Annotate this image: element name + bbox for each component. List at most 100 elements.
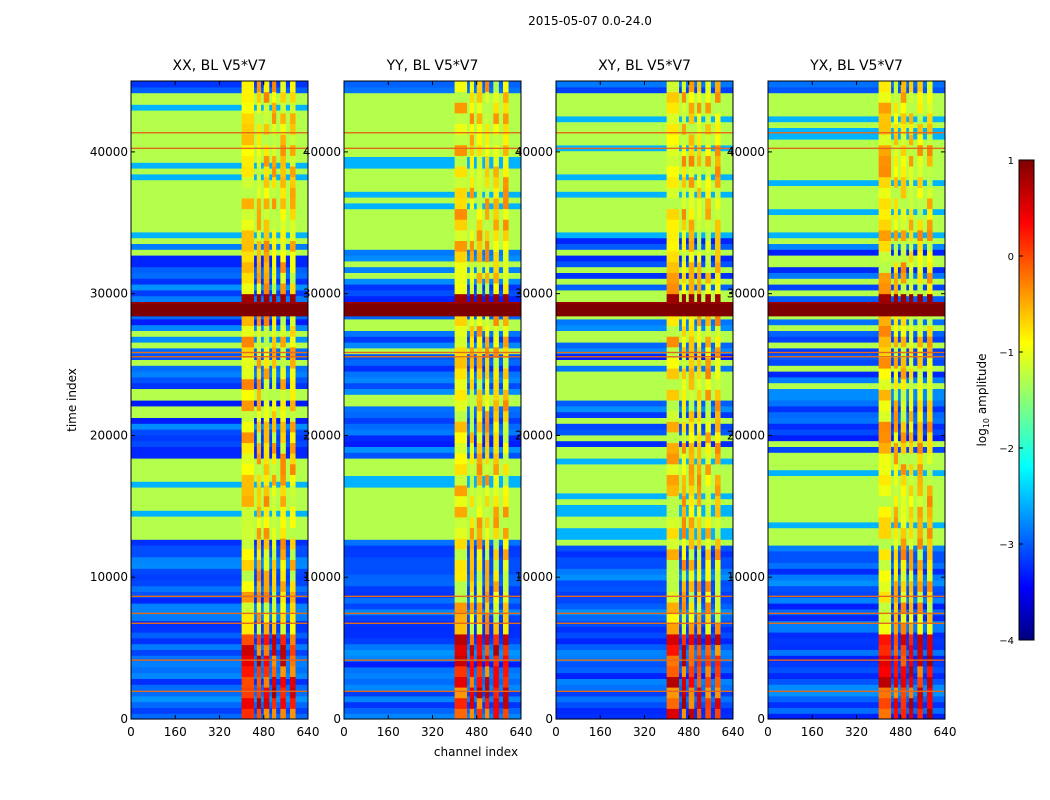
heatmap-row (131, 202, 308, 210)
heatmap-row (556, 197, 733, 204)
heatmap-row (556, 429, 733, 436)
rfi-cell (256, 431, 261, 444)
rfi-cell (272, 708, 277, 720)
rfi-cell (900, 665, 907, 677)
heatmap-row (768, 220, 945, 227)
rfi-cell (917, 240, 923, 252)
x-tick-label: 0 (552, 725, 560, 739)
rfi-cell (485, 697, 490, 709)
rfi-cell (469, 559, 474, 571)
rfi-cell (290, 229, 296, 241)
heatmap-row (768, 139, 945, 146)
rfi-cell (927, 134, 933, 146)
rfi-cell (900, 144, 907, 156)
rfi-cell (705, 336, 711, 348)
heatmap-row (344, 579, 521, 587)
rfi-cell (688, 421, 695, 433)
rfi-cell (666, 176, 680, 188)
rfi-cell (241, 229, 255, 241)
rfi-cell (280, 602, 286, 614)
rfi-cell (878, 197, 892, 210)
rfi-cell (893, 485, 898, 497)
heatmap-row (556, 550, 733, 558)
rfi-cell (697, 91, 702, 103)
rfi-cell (256, 325, 261, 337)
heatmap-row (556, 185, 733, 192)
heatmap-row (556, 655, 733, 662)
rfi-cell (503, 325, 509, 337)
rfi-cell (927, 176, 933, 188)
rfi-cell (476, 495, 483, 507)
heatmap-row (344, 173, 521, 181)
heatmap-row (556, 243, 733, 250)
rfi-cell (715, 91, 721, 103)
rfi-cell (681, 495, 686, 507)
rfi-cell (893, 570, 898, 582)
rfi-cell (290, 336, 296, 348)
rfi-cell (290, 644, 296, 656)
rfi-cell (280, 368, 286, 380)
heatmap-row (768, 266, 945, 273)
rfi-cell (893, 112, 898, 125)
heatmap-row (344, 533, 521, 540)
rfi-cell (900, 293, 907, 305)
heatmap-row (344, 550, 521, 558)
heatmap-row (768, 342, 945, 349)
rfi-cell (697, 506, 702, 518)
rfi-cell (469, 506, 474, 518)
rfi-cell (272, 389, 277, 401)
rfi-cell (503, 516, 509, 529)
heatmap-row (768, 637, 945, 645)
rfi-cell (469, 697, 474, 709)
rfi-cell (290, 623, 296, 635)
rfi-cell (476, 240, 483, 252)
rfi-cell (715, 261, 721, 273)
rfi-cell (705, 463, 711, 475)
rfi-line (131, 595, 308, 598)
rfi-cell (893, 368, 898, 380)
heatmap-row (556, 492, 733, 500)
rfi-cell (469, 644, 474, 656)
rfi-cell (681, 687, 686, 699)
heatmap-row (556, 115, 733, 123)
rfi-cell (485, 644, 490, 656)
rfi-cell (705, 176, 711, 188)
heatmap-row (768, 684, 945, 691)
rfi-cell (476, 559, 483, 571)
rfi-cell (681, 229, 686, 241)
rfi-cell (688, 453, 695, 465)
rfi-cell (476, 81, 483, 93)
rfi-cell (900, 357, 907, 369)
rfi-cell (503, 155, 509, 167)
rfi-cell (917, 516, 923, 529)
rfi-cell (485, 389, 490, 401)
rfi-cell (878, 400, 892, 412)
rfi-cell (697, 495, 702, 507)
heatmap-row (556, 533, 733, 540)
rfi-cell (893, 166, 898, 178)
rfi-cell (241, 123, 255, 135)
rfi-cell (893, 102, 898, 114)
rfi-cell (485, 357, 490, 369)
rfi-cell (688, 229, 695, 241)
rfi-cell (485, 102, 490, 114)
rfi-cell (697, 336, 702, 348)
rfi-cell (256, 665, 261, 677)
rfi-cell (927, 112, 933, 125)
rfi-cell (241, 442, 255, 454)
rfi-cell (476, 91, 483, 103)
heatmap-row (131, 678, 308, 685)
rfi-line (768, 612, 945, 615)
rfi-cell (917, 612, 923, 624)
saturated-band (344, 303, 521, 317)
heatmap-row (131, 400, 308, 407)
rfi-cell (280, 261, 286, 273)
y-tick-label: 40000 (303, 145, 341, 159)
rfi-cell (280, 633, 286, 646)
rfi-cell (697, 293, 702, 305)
rfi-cell (290, 421, 296, 433)
rfi-cell (493, 687, 499, 699)
heatmap-row (344, 191, 521, 198)
heatmap-row (344, 463, 521, 471)
rfi-cell (256, 283, 261, 295)
